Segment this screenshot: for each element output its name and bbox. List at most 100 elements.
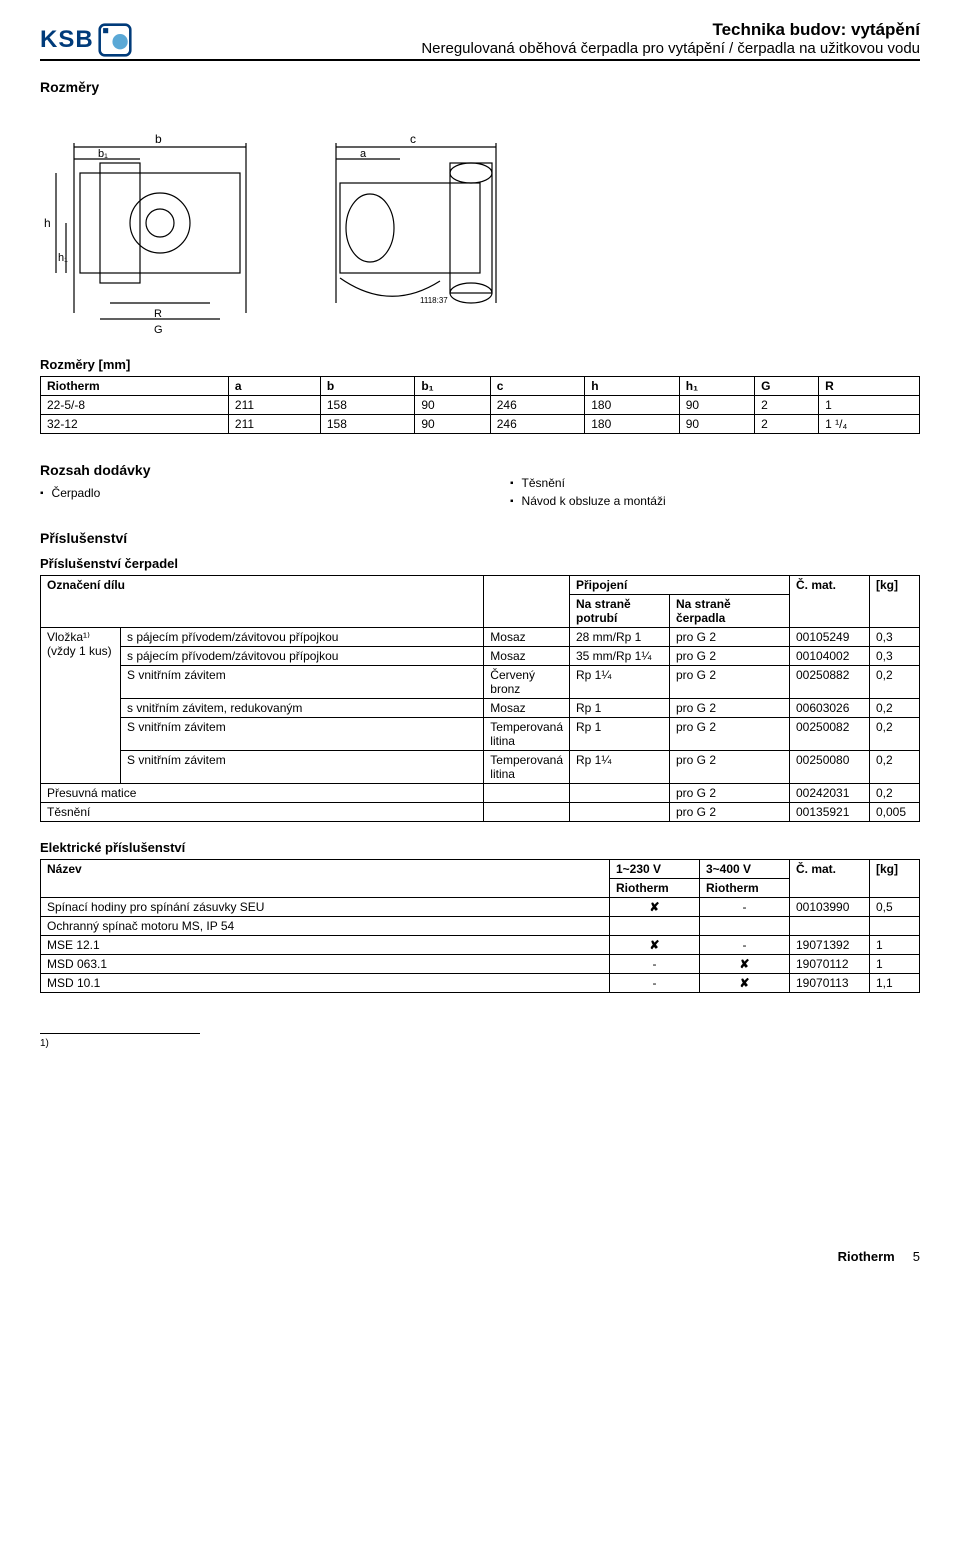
table-cell: ✘	[610, 936, 700, 955]
table-cell: pro G 2	[670, 803, 790, 822]
table-cell: MSE 12.1	[41, 936, 610, 955]
electrical-table: Název 1~230 V 3~400 V Č. mat. [kg] Rioth…	[40, 859, 920, 993]
table-cell: 35 mm/Rp 1¼	[570, 647, 670, 666]
table-cell: -	[610, 955, 700, 974]
acc-col-mat: Č. mat.	[790, 576, 870, 628]
table-cell: Rp 1¼	[570, 751, 670, 784]
section-prislusenstvi: Příslušenství	[40, 530, 920, 546]
footnote-marker: 1)	[40, 1038, 920, 1049]
table-cell: 00135921	[790, 803, 870, 822]
table-cell: -	[700, 898, 790, 917]
logo-text: KSB	[40, 26, 94, 54]
table-cell: Mosaz	[484, 628, 570, 647]
table-cell: 211	[228, 415, 320, 434]
dims-header-cell: R	[819, 377, 920, 396]
page-header: KSB Technika budov: vytápění Neregulovan…	[40, 20, 920, 57]
table-cell: 2	[755, 396, 819, 415]
table-cell: Červený bronz	[484, 666, 570, 699]
table-cell: -	[700, 936, 790, 955]
table-cell	[870, 917, 920, 936]
table-cell: Těsnění	[41, 803, 484, 822]
table-row: 22-5/-8211158902461809021	[41, 396, 920, 415]
table-cell: 246	[490, 415, 585, 434]
table-cell: 211	[228, 396, 320, 415]
table-row: Těsněnípro G 2001359210,005	[41, 803, 920, 822]
table-row: s pájecím přívodem/závitovou přípojkouMo…	[41, 647, 920, 666]
table-row: S vnitřním závitemTemperovaná litinaRp 1…	[41, 718, 920, 751]
table-cell: S vnitřním závitem	[121, 666, 484, 699]
table-row: MSD 063.1-✘190701121	[41, 955, 920, 974]
table-cell: 90	[679, 415, 754, 434]
bullet-item: Návod k obsluze a montáži	[510, 494, 920, 510]
table-cell: 32-12	[41, 415, 229, 434]
table-cell: s pájecím přívodem/závitovou přípojkou	[121, 628, 484, 647]
bullet-text: Čerpadlo	[52, 486, 101, 502]
table-cell: pro G 2	[670, 628, 790, 647]
logo: KSB	[40, 23, 132, 57]
acc-col-cerpadla: Na straně čerpadla	[670, 595, 790, 628]
acc-col-oznaceni: Označení dílu	[41, 576, 484, 628]
logo-icon	[98, 23, 132, 57]
table-cell: 00104002	[790, 647, 870, 666]
dims-header-cell: a	[228, 377, 320, 396]
table-cell: Mosaz	[484, 699, 570, 718]
acc-col-pripojeni: Připojení	[570, 576, 790, 595]
table-cell: Mosaz	[484, 647, 570, 666]
table-row: Vložka¹⁾ (vždy 1 kus)s pájecím přívodem/…	[41, 628, 920, 647]
bullet-text: Návod k obsluze a montáži	[522, 494, 666, 510]
table-cell: 90	[415, 415, 490, 434]
elec-col-v1: 1~230 V	[610, 860, 700, 879]
table-cell: pro G 2	[670, 751, 790, 784]
header-rule	[40, 59, 920, 61]
table-cell: S vnitřním závitem	[121, 751, 484, 784]
dims-header-cell: b₁	[415, 377, 490, 396]
table-cell	[570, 803, 670, 822]
svg-text:b: b	[155, 132, 162, 146]
table-cell: pro G 2	[670, 718, 790, 751]
table-cell: Rp 1	[570, 718, 670, 751]
elec-sub-1: Riotherm	[610, 879, 700, 898]
table-cell: 180	[585, 396, 680, 415]
dims-header-cell: h₁	[679, 377, 754, 396]
elec-col-kg: [kg]	[870, 860, 920, 898]
svg-text:h₁: h₁	[58, 252, 68, 264]
svg-text:G: G	[154, 324, 163, 336]
table-cell: Temperovaná litina	[484, 718, 570, 751]
header-title-1: Technika budov: vytápění	[132, 20, 920, 40]
bullet-text: Těsnění	[522, 476, 565, 492]
pump-dimensions-svg: b b₁ h h₁ R G c a 1118:37	[40, 103, 560, 343]
table-cell	[484, 803, 570, 822]
header-titles: Technika budov: vytápění Neregulovaná ob…	[132, 20, 920, 57]
table-cell: 0,5	[870, 898, 920, 917]
section-rozmery: Rozměry	[40, 79, 920, 95]
table-cell: 00603026	[790, 699, 870, 718]
table-cell	[484, 784, 570, 803]
technical-diagram: b b₁ h h₁ R G c a 1118:37	[40, 103, 560, 343]
table-cell: 0,3	[870, 647, 920, 666]
elec-col-v3: 3~400 V	[700, 860, 790, 879]
bullet-item: Těsnění	[510, 476, 920, 492]
header-title-2: Neregulovaná oběhová čerpadla pro vytápě…	[132, 40, 920, 57]
dims-header-cell: G	[755, 377, 819, 396]
table-cell: 00103990	[790, 898, 870, 917]
svg-text:a: a	[360, 148, 367, 160]
table-row: Ochranný spínač motoru MS, IP 54	[41, 917, 920, 936]
table-row: MSD 10.1-✘190701131,1	[41, 974, 920, 993]
table-row: S vnitřním závitemČervený bronzRp 1¼pro …	[41, 666, 920, 699]
table-cell: 0,2	[870, 751, 920, 784]
table-cell: S vnitřním závitem	[121, 718, 484, 751]
page-footer: Riotherm 5	[40, 1249, 920, 1264]
table-cell: 1	[870, 936, 920, 955]
table-row: MSE 12.1✘-190713921	[41, 936, 920, 955]
table-cell: 00105249	[790, 628, 870, 647]
table-row: Přesuvná maticepro G 2002420310,2	[41, 784, 920, 803]
table-cell: 0,2	[870, 784, 920, 803]
dims-header-cell: b	[320, 377, 415, 396]
elektricke-heading: Elektrické příslušenství	[40, 840, 920, 855]
table-cell: 22-5/-8	[41, 396, 229, 415]
table-cell: 0,2	[870, 718, 920, 751]
table-cell	[610, 917, 700, 936]
table-cell: 00250082	[790, 718, 870, 751]
table-cell: pro G 2	[670, 699, 790, 718]
svg-text:c: c	[410, 132, 416, 146]
